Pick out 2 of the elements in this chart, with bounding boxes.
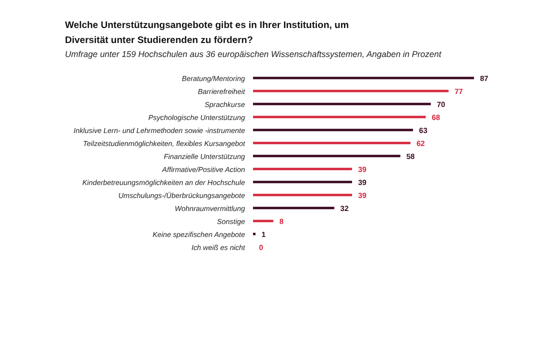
chart-title: Welche Unterstützungsangebote gibt es in Ihrer Institution, um Diversität unter Studierenden zu fördern? — [65, 20, 349, 46]
chart-subtitle: Umfrage unter 159 Hochschulen aus 36 europäischen Wissenschaftssystemen, Angaben in Prozent — [65, 49, 442, 59]
